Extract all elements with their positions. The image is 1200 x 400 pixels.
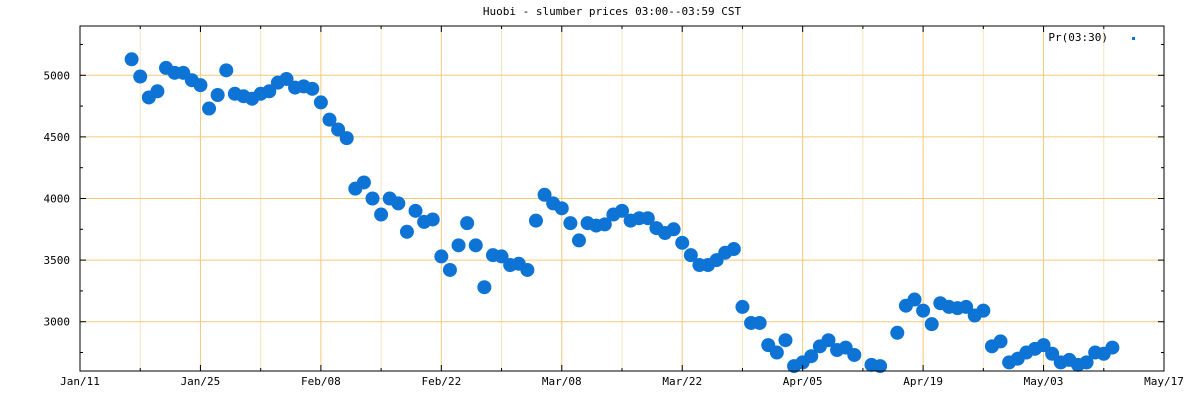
x-tick-label: Apr/19 xyxy=(903,375,943,388)
data-point xyxy=(494,249,509,264)
data-point xyxy=(356,175,371,190)
data-point xyxy=(399,224,414,239)
data-point xyxy=(434,249,449,264)
data-point xyxy=(1105,340,1120,355)
data-point xyxy=(890,325,905,340)
chart-title: Huobi - slumber prices 03:00--03:59 CST xyxy=(483,5,742,18)
data-point xyxy=(683,248,698,263)
data-points xyxy=(124,52,1120,374)
data-point xyxy=(726,242,741,257)
data-point xyxy=(425,212,440,227)
data-point xyxy=(1045,346,1060,361)
data-point xyxy=(1079,355,1094,370)
data-point xyxy=(907,292,922,307)
y-tick-label: 4000 xyxy=(44,193,71,206)
data-point xyxy=(451,238,466,253)
data-point xyxy=(279,71,294,86)
data-point xyxy=(339,131,354,146)
x-tick-label: Mar/22 xyxy=(662,375,702,388)
x-tick-label: Jan/25 xyxy=(181,375,221,388)
data-point xyxy=(365,191,380,206)
x-tick-label: May/17 xyxy=(1144,375,1184,388)
data-point xyxy=(442,262,457,277)
data-point xyxy=(752,315,767,330)
tick-labels: Jan/11 Jan/25 Feb/08 Feb/22 Mar/08 Mar/22 Apr/… xyxy=(44,69,1184,388)
y-tick-label: 3500 xyxy=(44,254,71,267)
data-point xyxy=(468,238,483,253)
data-point xyxy=(313,95,328,110)
x-tick-label: Feb/08 xyxy=(301,375,341,388)
y-tick-label: 4500 xyxy=(44,131,71,144)
data-point xyxy=(640,211,655,226)
data-point xyxy=(571,233,586,248)
data-point xyxy=(554,201,569,216)
data-point xyxy=(615,203,629,218)
x-tick-label: Feb/22 xyxy=(421,375,461,388)
y-tick-label: 5000 xyxy=(44,69,71,82)
axis-ticks xyxy=(79,26,1165,371)
data-point xyxy=(391,196,406,211)
grid-lines xyxy=(80,26,1164,371)
data-point xyxy=(150,84,165,99)
data-point xyxy=(666,222,681,237)
data-point xyxy=(477,280,492,295)
data-point xyxy=(374,207,389,222)
data-point xyxy=(976,303,991,318)
data-point xyxy=(133,69,148,84)
y-tick-label: 3000 xyxy=(44,316,71,329)
data-point xyxy=(408,203,423,218)
data-point xyxy=(924,317,939,332)
x-tick-label: Apr/05 xyxy=(783,375,823,388)
data-point xyxy=(262,84,277,99)
data-point xyxy=(124,52,139,67)
data-point xyxy=(219,63,234,78)
data-point xyxy=(322,112,337,127)
data-point xyxy=(993,334,1008,349)
data-point xyxy=(675,235,690,250)
legend: Pr(03:30) xyxy=(1048,31,1135,44)
data-point xyxy=(520,262,535,277)
data-point xyxy=(597,217,612,232)
data-point xyxy=(873,359,888,374)
data-point xyxy=(537,187,552,202)
x-tick-label: Jan/11 xyxy=(60,375,100,388)
data-point xyxy=(202,101,217,116)
legend-label: Pr(03:30) xyxy=(1048,31,1108,44)
data-point xyxy=(460,216,475,231)
x-tick-label: Mar/08 xyxy=(542,375,582,388)
data-point xyxy=(193,78,208,93)
data-point xyxy=(1036,338,1051,353)
data-point xyxy=(305,81,320,96)
data-point xyxy=(735,299,750,314)
data-point xyxy=(847,347,862,362)
data-point xyxy=(331,122,346,137)
x-tick-label: May/03 xyxy=(1024,375,1064,388)
data-point xyxy=(916,303,931,318)
data-point xyxy=(778,333,793,348)
data-point xyxy=(769,345,784,360)
data-point xyxy=(210,88,225,102)
data-point xyxy=(563,216,578,231)
data-point xyxy=(804,349,819,364)
data-point xyxy=(821,333,836,348)
data-point xyxy=(528,213,543,228)
legend-marker xyxy=(1132,37,1135,40)
data-point xyxy=(959,299,974,314)
